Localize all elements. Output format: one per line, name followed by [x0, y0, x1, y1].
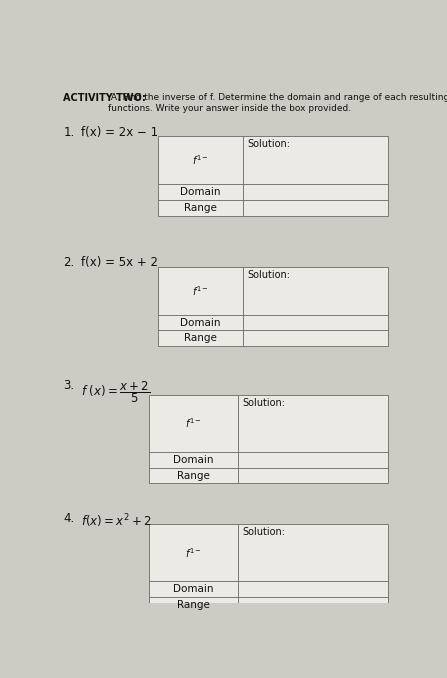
Text: $f(x) = x^2 + 2$: $f(x) = x^2 + 2$: [81, 512, 152, 530]
Text: Range: Range: [177, 600, 210, 610]
Text: Domain: Domain: [181, 187, 221, 197]
Text: $f^{1-}$: $f^{1-}$: [192, 153, 209, 167]
Text: f(x) = 5x + 2: f(x) = 5x + 2: [81, 256, 158, 269]
Bar: [158, 266, 388, 346]
Bar: [158, 136, 388, 216]
Text: $f\ (x) = \dfrac{x+2}{5}$: $f\ (x) = \dfrac{x+2}{5}$: [81, 379, 150, 405]
Text: Domain: Domain: [173, 584, 214, 595]
Text: 1.: 1.: [63, 125, 75, 139]
Text: 4.: 4.: [63, 512, 75, 525]
Text: Range: Range: [184, 333, 217, 343]
Text: ACTIVITY TWO:: ACTIVITY TWO:: [63, 94, 146, 103]
Text: Solution:: Solution:: [248, 139, 291, 149]
Text: $f^{1-}$: $f^{1-}$: [185, 416, 202, 431]
Text: 3.: 3.: [63, 379, 75, 392]
Text: Solution:: Solution:: [242, 398, 285, 407]
Text: f(x) = 2x − 1: f(x) = 2x − 1: [81, 125, 158, 139]
Text: A. Find the inverse of f. Determine the domain and range of each resulting inver: A. Find the inverse of f. Determine the …: [108, 94, 447, 113]
Text: 2.: 2.: [63, 256, 75, 269]
Text: Domain: Domain: [181, 317, 221, 327]
Text: Range: Range: [177, 471, 210, 481]
Text: $f^{1-}$: $f^{1-}$: [185, 546, 202, 559]
Text: Solution:: Solution:: [248, 270, 291, 280]
Text: $f^{1-}$: $f^{1-}$: [192, 284, 209, 298]
Text: Domain: Domain: [173, 455, 214, 465]
Text: Solution:: Solution:: [242, 527, 285, 537]
Text: Range: Range: [184, 203, 217, 213]
Bar: [149, 524, 388, 613]
Bar: [149, 395, 388, 483]
